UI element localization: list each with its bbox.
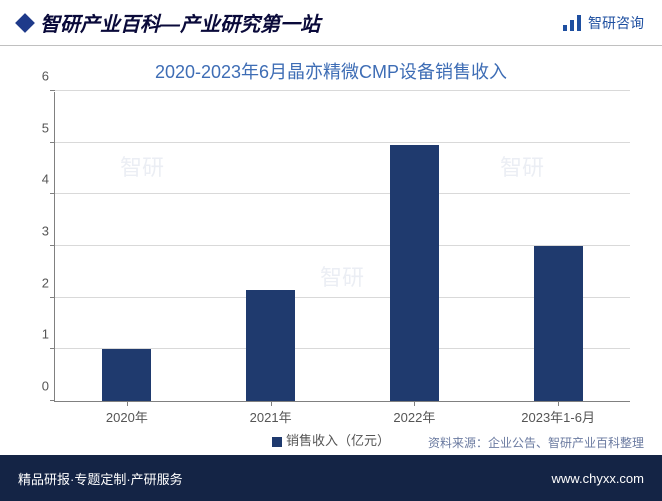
xtick-label: 2021年	[250, 407, 292, 426]
brand-icon	[562, 14, 582, 32]
ytick-mark	[50, 142, 55, 143]
bar	[534, 246, 583, 401]
footer-right: www.chyxx.com	[552, 471, 644, 486]
header-brand: 智研咨询	[562, 13, 644, 33]
legend-label: 销售收入（亿元）	[286, 433, 390, 448]
brand-text: 智研咨询	[588, 13, 644, 33]
source-line: 资料来源：企业公告、智研产业百科整理	[428, 434, 644, 451]
bar	[246, 290, 295, 401]
diamond-icon	[15, 13, 35, 33]
chart-plot: 01234562020年2021年2022年2023年1-6月	[54, 92, 630, 402]
footer-left: 精品研报·专题定制·产研服务	[18, 469, 183, 488]
header: 智研产业百科—产业研究第一站 智研咨询	[0, 0, 662, 46]
gridline	[55, 90, 630, 91]
ytick-label: 4	[29, 172, 49, 187]
xtick-mark	[271, 401, 272, 406]
xtick-label: 2022年	[393, 407, 435, 426]
ytick-mark	[50, 90, 55, 91]
ytick-label: 1	[29, 327, 49, 342]
xtick-mark	[127, 401, 128, 406]
bar	[390, 145, 439, 401]
bar	[102, 349, 151, 401]
ytick-mark	[50, 348, 55, 349]
legend-swatch	[272, 437, 282, 447]
chart-title: 2020-2023年6月晶亦精微CMP设备销售收入	[18, 46, 644, 92]
ytick-mark	[50, 193, 55, 194]
xtick-mark	[414, 401, 415, 406]
ytick-label: 3	[29, 224, 49, 239]
ytick-label: 2	[29, 275, 49, 290]
gridline	[55, 193, 630, 194]
header-title: 智研产业百科—产业研究第一站	[40, 8, 320, 37]
ytick-label: 5	[29, 120, 49, 135]
xtick-mark	[558, 401, 559, 406]
xtick-label: 2020年	[106, 407, 148, 426]
ytick-mark	[50, 245, 55, 246]
xtick-label: 2023年1-6月	[521, 407, 595, 426]
chart-area: 2020-2023年6月晶亦精微CMP设备销售收入 01234562020年20…	[0, 46, 662, 454]
header-left: 智研产业百科—产业研究第一站	[18, 8, 320, 37]
ytick-label: 6	[29, 69, 49, 84]
ytick-label: 0	[29, 379, 49, 394]
ytick-mark	[50, 400, 55, 401]
ytick-mark	[50, 297, 55, 298]
footer: 精品研报·专题定制·产研服务 www.chyxx.com	[0, 455, 662, 501]
gridline	[55, 142, 630, 143]
